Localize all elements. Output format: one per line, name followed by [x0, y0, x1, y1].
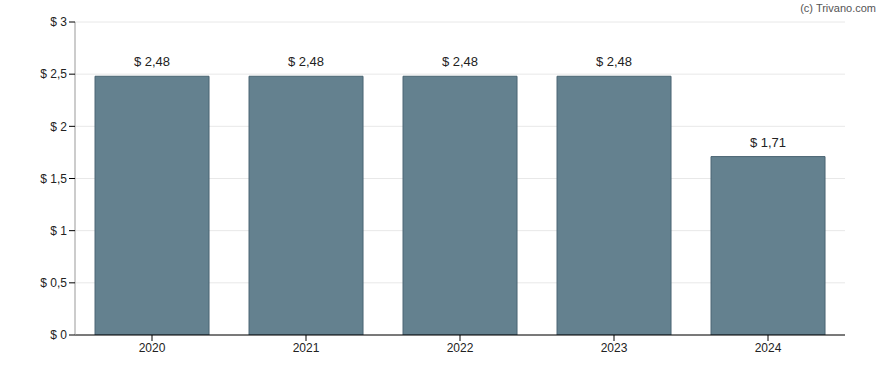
svg-text:2022: 2022: [447, 341, 474, 355]
svg-text:$ 0,5: $ 0,5: [40, 276, 67, 290]
svg-text:$ 3: $ 3: [50, 15, 67, 29]
svg-text:2021: 2021: [293, 341, 320, 355]
svg-text:$ 0: $ 0: [50, 328, 67, 342]
svg-text:2024: 2024: [755, 341, 782, 355]
svg-text:$ 2: $ 2: [50, 120, 67, 134]
svg-text:$ 2,48: $ 2,48: [288, 54, 324, 69]
svg-text:$ 1,5: $ 1,5: [40, 172, 67, 186]
svg-text:$ 2,48: $ 2,48: [442, 54, 478, 69]
svg-text:$ 2,5: $ 2,5: [40, 67, 67, 81]
html-text:(c) Trivano.com: (c) Trivano.com: [800, 2, 876, 14]
svg-text:$ 1,71: $ 1,71: [750, 135, 786, 150]
svg-text:2023: 2023: [601, 341, 628, 355]
svg-text:$ 2,48: $ 2,48: [134, 54, 170, 69]
svg-text:2020: 2020: [139, 341, 166, 355]
svg-text:$ 1: $ 1: [50, 224, 67, 238]
svg-text:$ 2,48: $ 2,48: [596, 54, 632, 69]
